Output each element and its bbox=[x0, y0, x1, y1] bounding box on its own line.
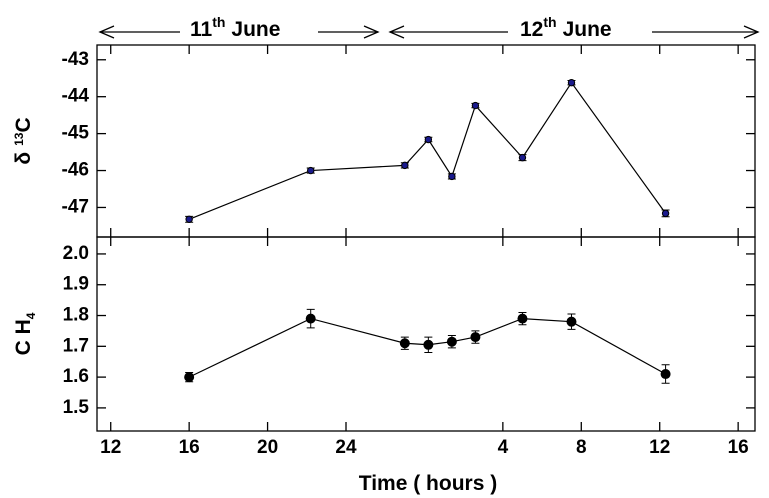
data-point bbox=[517, 313, 528, 324]
data-point bbox=[660, 369, 671, 380]
data-point bbox=[471, 101, 480, 110]
data-point bbox=[184, 372, 195, 383]
data-point bbox=[661, 209, 670, 218]
y-tick-label: 1.7 bbox=[63, 335, 89, 356]
data-point bbox=[423, 339, 434, 350]
data-point bbox=[424, 135, 433, 144]
data-point bbox=[399, 338, 410, 349]
y-axis-label: δ13C bbox=[12, 117, 35, 164]
plot-frame bbox=[96, 236, 756, 432]
date-arrows bbox=[98, 25, 760, 39]
x-tick-label: 12 bbox=[100, 437, 121, 458]
x-axis-label: Time ( hours ) bbox=[359, 472, 497, 495]
data-point bbox=[446, 336, 457, 347]
y-tick-label: -47 bbox=[62, 196, 89, 217]
data-point bbox=[518, 153, 527, 162]
x-tick-label: 16 bbox=[179, 437, 200, 458]
x-tick-label: 20 bbox=[257, 437, 278, 458]
y-tick-label: 1.6 bbox=[63, 366, 89, 387]
date-heading: 12th June bbox=[520, 14, 612, 41]
x-tick-label: 24 bbox=[335, 437, 357, 458]
data-point bbox=[566, 316, 577, 327]
date-heading: 11th June bbox=[190, 14, 280, 41]
data-point bbox=[448, 172, 456, 181]
x-tick-label: 8 bbox=[576, 437, 587, 458]
y-tick-label: 2.0 bbox=[63, 243, 89, 264]
y-axis-label: C H4 bbox=[12, 312, 38, 355]
data-point bbox=[470, 332, 481, 343]
y-tick-label: 1.5 bbox=[63, 397, 90, 418]
y-tick-label: -44 bbox=[62, 86, 90, 107]
y-tick-label: -46 bbox=[62, 160, 89, 181]
data-point bbox=[567, 78, 576, 87]
y-tick-label: -45 bbox=[62, 123, 90, 144]
x-tick-label: 16 bbox=[728, 437, 749, 458]
y-tick-label: 1.9 bbox=[63, 274, 89, 295]
data-point bbox=[305, 313, 316, 324]
data-point bbox=[185, 215, 193, 223]
x-tick-label: 4 bbox=[498, 437, 509, 458]
data-point bbox=[401, 161, 409, 170]
y-tick-label: -43 bbox=[62, 49, 89, 70]
data-point bbox=[307, 166, 315, 175]
y-tick-label: 1.8 bbox=[63, 305, 89, 326]
x-tick-label: 12 bbox=[649, 437, 670, 458]
data-line bbox=[188, 81, 667, 220]
